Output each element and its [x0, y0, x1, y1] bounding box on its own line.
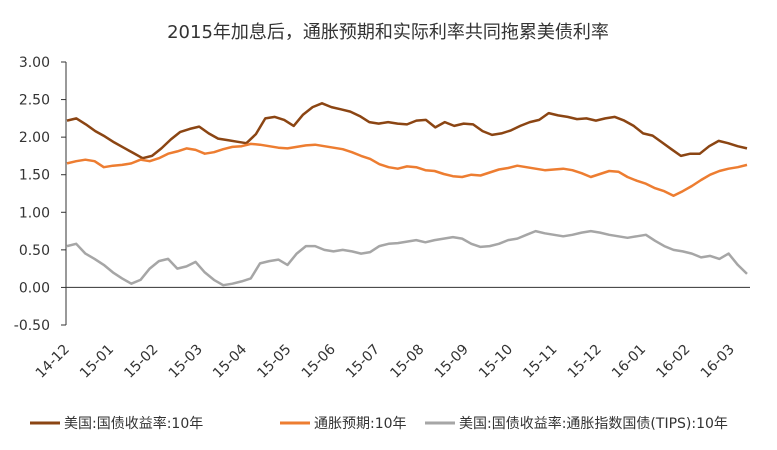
x-tick-label: 16-02: [653, 342, 693, 382]
x-tick-label: 15-03: [166, 342, 206, 382]
x-tick-label: 14-12: [33, 342, 73, 382]
x-tick-label: 15-04: [210, 341, 250, 381]
legend-label: 美国:国债收益率:通胀指数国债(TIPS):10年: [459, 415, 728, 432]
series-line-1: [66, 142, 748, 198]
y-tick-label: 0.50: [19, 243, 50, 259]
plot-area: 3.002.502.001.501.000.500.00-0.50 14-12 1…: [14, 55, 750, 382]
y-tick-label: 3.00: [19, 55, 50, 71]
legend-label: 通胀预期:10年: [314, 416, 407, 432]
x-ticks: 14-12 15-01 15-02 15-03 15-04 15-05 15-06 15-07…: [33, 341, 738, 381]
y-ticks: 3.00 2.50 2.00 1.50 1.00 0.50 0.00 -0.50: [14, 55, 66, 334]
y-tick-label: 1.50: [19, 168, 50, 184]
x-tick-label: 15-02: [121, 342, 161, 382]
legend: 美国:国债收益率:10年 通胀预期:10年 美国:国债收益率:通胀指数国债(TIPS…: [30, 415, 728, 432]
x-tick-label: 15-12: [565, 342, 605, 382]
x-tick-label: 15-06: [299, 341, 339, 381]
x-tick-label: 16-03: [698, 342, 738, 382]
series-line-2: [66, 229, 748, 287]
y-tick-label: 2.50: [19, 93, 50, 109]
x-tick-label: 15-01: [77, 342, 117, 382]
y-tick-label: 0.00: [19, 280, 50, 296]
x-tick-label: 16-01: [609, 342, 649, 382]
legend-label: 美国:国债收益率:10年: [64, 415, 203, 432]
x-tick-label: 15-07: [343, 342, 383, 382]
series-lines: [66, 102, 748, 287]
y-tick-label: -0.50: [14, 318, 50, 334]
y-tick-label: 2.00: [19, 130, 50, 146]
x-tick-label: 15-09: [432, 342, 472, 382]
x-tick-label: 15-10: [476, 342, 516, 382]
chart-title: 2015年加息后，通胀预期和实际利率共同拖累美债利率: [167, 22, 609, 43]
series-line-0: [66, 102, 748, 160]
x-tick-label: 15-08: [387, 342, 427, 382]
x-tick-label: 15-05: [254, 342, 294, 382]
y-tick-label: 1.00: [19, 205, 50, 221]
x-tick-label: 15-11: [520, 342, 560, 382]
